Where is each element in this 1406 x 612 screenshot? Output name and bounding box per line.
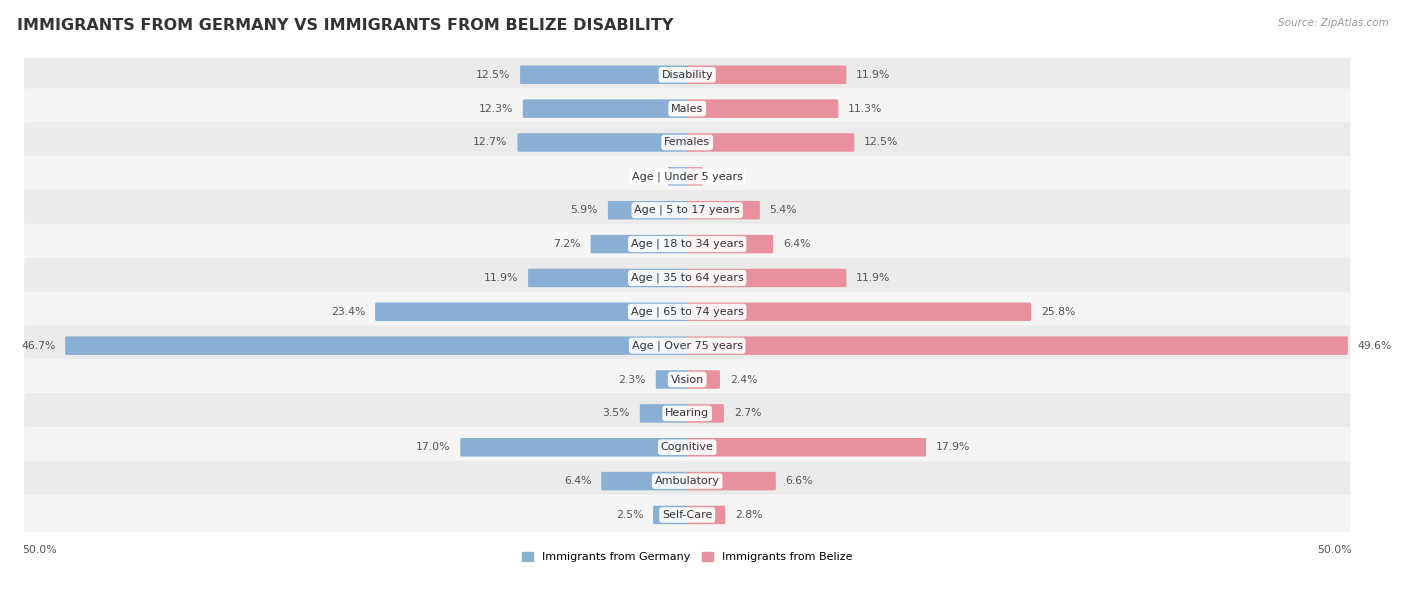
Text: 2.8%: 2.8% (735, 510, 762, 520)
Text: IMMIGRANTS FROM GERMANY VS IMMIGRANTS FROM BELIZE DISABILITY: IMMIGRANTS FROM GERMANY VS IMMIGRANTS FR… (17, 18, 673, 34)
FancyBboxPatch shape (668, 167, 688, 185)
Text: 12.5%: 12.5% (475, 70, 510, 80)
Legend: Immigrants from Germany, Immigrants from Belize: Immigrants from Germany, Immigrants from… (517, 547, 856, 567)
Text: Age | 35 to 64 years: Age | 35 to 64 years (631, 273, 744, 283)
FancyBboxPatch shape (24, 494, 1350, 536)
Text: 3.5%: 3.5% (603, 408, 630, 419)
Text: 5.4%: 5.4% (769, 205, 797, 215)
Text: Age | Under 5 years: Age | Under 5 years (631, 171, 742, 182)
FancyBboxPatch shape (686, 370, 720, 389)
FancyBboxPatch shape (607, 201, 688, 220)
FancyBboxPatch shape (24, 54, 1350, 95)
Text: Age | 18 to 34 years: Age | 18 to 34 years (631, 239, 744, 249)
Text: 50.0%: 50.0% (22, 545, 56, 556)
Text: Cognitive: Cognitive (661, 442, 714, 452)
Text: Vision: Vision (671, 375, 704, 384)
Text: 1.1%: 1.1% (713, 171, 740, 181)
FancyBboxPatch shape (686, 201, 759, 220)
FancyBboxPatch shape (24, 88, 1350, 129)
Text: 17.9%: 17.9% (936, 442, 970, 452)
Text: 11.9%: 11.9% (856, 70, 890, 80)
Text: 2.5%: 2.5% (616, 510, 644, 520)
FancyBboxPatch shape (640, 404, 688, 423)
Text: 12.7%: 12.7% (474, 138, 508, 147)
Text: 1.4%: 1.4% (630, 171, 658, 181)
Text: 2.4%: 2.4% (730, 375, 758, 384)
FancyBboxPatch shape (655, 370, 688, 389)
FancyBboxPatch shape (686, 167, 703, 185)
FancyBboxPatch shape (602, 472, 688, 490)
FancyBboxPatch shape (686, 269, 846, 287)
Text: 5.9%: 5.9% (571, 205, 598, 215)
FancyBboxPatch shape (520, 65, 688, 84)
FancyBboxPatch shape (686, 506, 725, 524)
FancyBboxPatch shape (24, 359, 1350, 400)
Text: 12.5%: 12.5% (865, 138, 898, 147)
Text: Ambulatory: Ambulatory (655, 476, 720, 486)
FancyBboxPatch shape (686, 99, 838, 118)
Text: Age | Over 75 years: Age | Over 75 years (631, 340, 742, 351)
FancyBboxPatch shape (523, 99, 688, 118)
Text: 17.0%: 17.0% (416, 442, 450, 452)
FancyBboxPatch shape (24, 258, 1350, 298)
Text: 23.4%: 23.4% (330, 307, 366, 317)
FancyBboxPatch shape (686, 472, 776, 490)
FancyBboxPatch shape (24, 224, 1350, 264)
FancyBboxPatch shape (686, 438, 927, 457)
FancyBboxPatch shape (686, 404, 724, 423)
FancyBboxPatch shape (654, 506, 688, 524)
Text: 6.4%: 6.4% (783, 239, 810, 249)
Text: 7.2%: 7.2% (554, 239, 581, 249)
Text: Females: Females (664, 138, 710, 147)
Text: 11.3%: 11.3% (848, 103, 883, 114)
FancyBboxPatch shape (24, 190, 1350, 231)
Text: Age | 65 to 74 years: Age | 65 to 74 years (631, 307, 744, 317)
Text: 25.8%: 25.8% (1040, 307, 1076, 317)
FancyBboxPatch shape (686, 65, 846, 84)
Text: 46.7%: 46.7% (21, 341, 55, 351)
Text: 12.3%: 12.3% (478, 103, 513, 114)
Text: 2.7%: 2.7% (734, 408, 761, 419)
FancyBboxPatch shape (24, 291, 1350, 332)
FancyBboxPatch shape (24, 156, 1350, 196)
FancyBboxPatch shape (686, 133, 855, 152)
FancyBboxPatch shape (591, 235, 688, 253)
FancyBboxPatch shape (686, 337, 1348, 355)
FancyBboxPatch shape (375, 302, 688, 321)
FancyBboxPatch shape (517, 133, 688, 152)
FancyBboxPatch shape (460, 438, 688, 457)
Text: 6.6%: 6.6% (786, 476, 813, 486)
FancyBboxPatch shape (24, 427, 1350, 468)
Text: Disability: Disability (661, 70, 713, 80)
FancyBboxPatch shape (65, 337, 688, 355)
FancyBboxPatch shape (24, 393, 1350, 434)
Text: 6.4%: 6.4% (564, 476, 592, 486)
Text: Source: ZipAtlas.com: Source: ZipAtlas.com (1278, 18, 1389, 28)
FancyBboxPatch shape (24, 326, 1350, 366)
Text: 11.9%: 11.9% (484, 273, 519, 283)
Text: Hearing: Hearing (665, 408, 709, 419)
FancyBboxPatch shape (529, 269, 688, 287)
Text: 49.6%: 49.6% (1358, 341, 1392, 351)
Text: Males: Males (671, 103, 703, 114)
FancyBboxPatch shape (686, 235, 773, 253)
Text: 2.3%: 2.3% (619, 375, 645, 384)
FancyBboxPatch shape (24, 122, 1350, 163)
Text: Self-Care: Self-Care (662, 510, 713, 520)
Text: Age | 5 to 17 years: Age | 5 to 17 years (634, 205, 740, 215)
FancyBboxPatch shape (686, 302, 1031, 321)
FancyBboxPatch shape (24, 461, 1350, 501)
Text: 50.0%: 50.0% (1317, 545, 1353, 556)
Text: 11.9%: 11.9% (856, 273, 890, 283)
